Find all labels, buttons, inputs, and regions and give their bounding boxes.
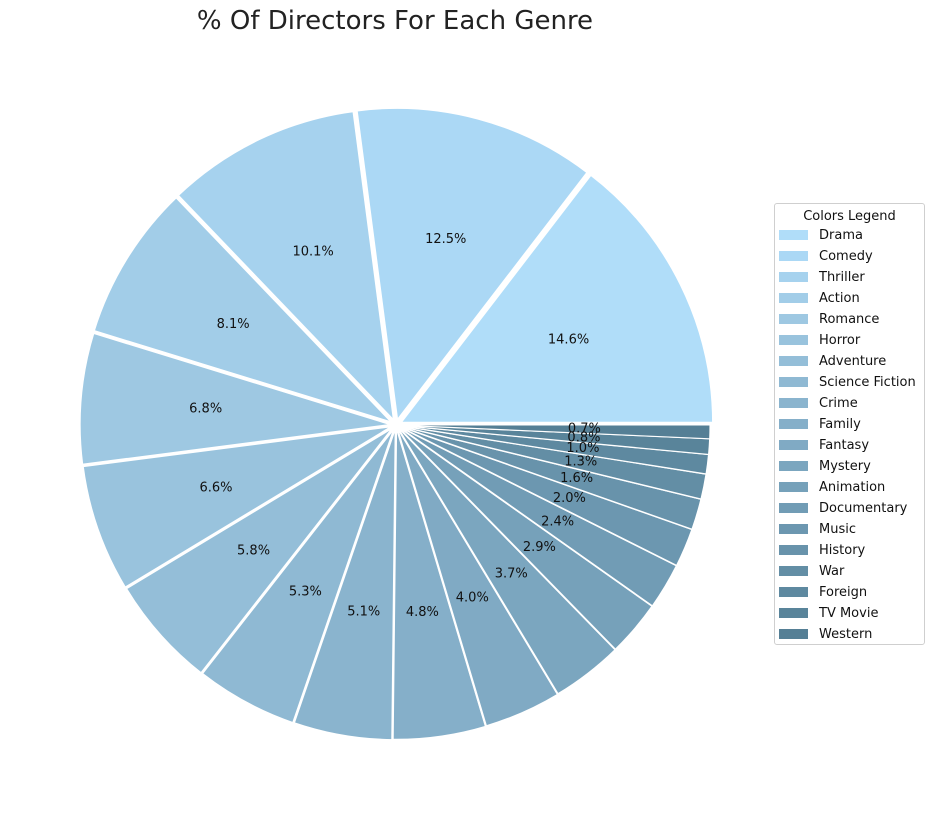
legend-item-tv-movie: TV Movie [775,603,924,624]
legend-label: Thriller [819,270,865,285]
legend-label: Crime [819,396,858,411]
legend-swatch [779,272,808,282]
legend-item-crime: Crime [775,393,924,414]
legend-swatch [779,461,808,471]
pie-slice-label-action: 8.1% [217,317,250,332]
legend-label: Science Fiction [819,375,916,390]
pie-slice-action [91,194,399,427]
pie-slice-label-romance: 6.8% [189,401,222,416]
legend-swatch [779,629,808,639]
pie-slice-label-comedy: 12.5% [425,232,466,247]
legend-swatch [779,398,808,408]
legend-item-romance: Romance [775,309,924,330]
pie-slice-label-crime: 5.1% [347,604,380,619]
legend-swatch [779,419,808,429]
legend-swatch [779,251,808,261]
pie-slice-label-history: 1.6% [560,471,593,486]
legend-label: Family [819,417,861,432]
legend-item-music: Music [775,519,924,540]
legend-label: Romance [819,312,880,327]
legend-item-action: Action [775,288,924,309]
pie-slice-label-mystery: 3.7% [495,567,528,582]
legend-swatch [779,503,808,513]
pie-slice-label-foreign: 1.0% [566,441,599,456]
legend-label: Adventure [819,354,887,369]
legend-item-science-fiction: Science Fiction [775,372,924,393]
pie-slice-western [395,424,711,440]
pie-slice-romance [78,330,394,467]
chart-legend: Colors Legend Drama Comedy Thriller Action R… [774,203,925,645]
pie-slice-drama [396,171,716,425]
legend-item-mystery: Mystery [775,456,924,477]
legend-item-fantasy: Fantasy [775,435,924,456]
pie-slice-label-tv-movie: 0.8% [567,430,600,445]
legend-item-comedy: Comedy [775,246,924,267]
legend-swatch [779,587,808,597]
pie-slice-thriller [175,109,397,427]
legend-swatch [779,566,808,576]
pie-slice-label-war: 1.3% [564,455,597,470]
legend-swatch [779,356,808,366]
legend-swatch [779,293,808,303]
legend-item-horror: Horror [775,330,924,351]
legend-item-family: Family [775,414,924,435]
legend-label: Comedy [819,249,873,264]
legend-label: Drama [819,228,863,243]
legend-item-western: Western [775,624,924,645]
legend-swatch [779,482,808,492]
legend-label: Fantasy [819,438,870,453]
legend-label: Music [819,522,856,537]
pie-slice-label-horror: 6.6% [199,480,232,495]
legend-swatch [779,524,808,534]
legend-swatch [779,377,808,387]
legend-item-history: History [775,540,924,561]
legend-label: Animation [819,480,886,495]
legend-item-documentary: Documentary [775,498,924,519]
legend-item-animation: Animation [775,477,924,498]
legend-swatch [779,335,808,345]
legend-label: Action [819,291,860,306]
legend-label: History [819,543,866,558]
pie-slice-labels: 14.6% 12.5% 10.1% 8.1% 6.8% 6.6% 5.8% 5.3% 5.1% 4… [189,232,601,620]
pie-slice-label-drama: 14.6% [548,332,589,347]
pie-slice-label-science-fiction: 5.3% [289,584,322,599]
legend-label: TV Movie [819,606,879,621]
legend-items: Drama Comedy Thriller Action Romance Horror Ad… [775,225,924,645]
pie-slice-label-western: 0.7% [568,422,601,437]
legend-label: Western [819,627,873,642]
legend-label: War [819,564,845,579]
legend-item-drama: Drama [775,225,924,246]
legend-item-adventure: Adventure [775,351,924,372]
legend-label: Documentary [819,501,908,516]
pie-slice-label-music: 2.0% [553,491,586,506]
legend-swatch [779,545,808,555]
pie-slice-label-fantasy: 4.0% [456,590,489,605]
pie-chart: 14.6% 12.5% 10.1% 8.1% 6.8% 6.6% 5.8% 5.3% 5.1% 4… [78,106,716,742]
legend-swatch [779,230,808,240]
legend-swatch [779,608,808,618]
pie-slices [78,106,716,742]
pie-slice-label-thriller: 10.1% [292,245,333,260]
pie-slice-label-adventure: 5.8% [237,544,270,559]
legend-swatch [779,314,808,324]
chart-title: % Of Directors For Each Genre [196,6,594,36]
pie-slice-comedy [354,106,591,426]
legend-swatch [779,440,808,450]
legend-item-war: War [775,561,924,582]
pie-slice-horror [81,424,395,590]
legend-label: Horror [819,333,861,348]
legend-item-foreign: Foreign [775,582,924,603]
pie-slice-label-documentary: 2.4% [541,514,574,529]
pie-slice-label-family: 4.8% [406,605,439,620]
legend-label: Foreign [819,585,868,600]
legend-item-thriller: Thriller [775,267,924,288]
pie-slice-label-animation: 2.9% [523,540,556,555]
legend-title: Colors Legend [803,209,896,224]
legend-label: Mystery [819,459,871,474]
